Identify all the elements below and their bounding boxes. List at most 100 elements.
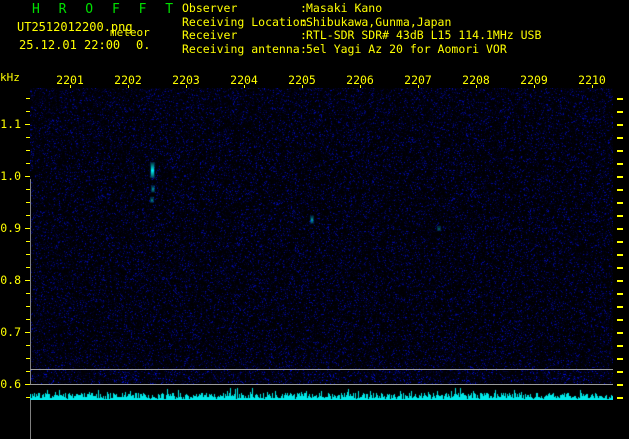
time-tick-label: 2203	[172, 73, 200, 87]
frequency-tick-mark-minor	[26, 150, 30, 152]
frequency-tick-mark-minor	[26, 397, 30, 399]
frequency-tick-mark-minor	[26, 371, 30, 373]
frequency-tick-mark-right	[617, 176, 623, 179]
metadata-key: Receiving Location	[182, 14, 307, 29]
frequency-tick-mark-right	[617, 241, 623, 244]
frequency-tick-mark-minor	[26, 254, 30, 256]
time-tick-label: 2209	[520, 73, 548, 87]
time-tick-label: 2205	[288, 73, 316, 87]
time-tick-mark	[534, 85, 535, 90]
frequency-tick-mark-minor	[26, 319, 30, 321]
metadata-value: Masaki Kano	[306, 1, 383, 15]
header-panel: H R O F F T UT2512012200.png meteor 25.1…	[0, 0, 629, 62]
frequency-tick-mark-right	[617, 306, 623, 309]
frequency-tick-label: 1.1	[0, 117, 21, 132]
time-tick-mark	[244, 85, 245, 90]
time-tick-mark	[70, 85, 71, 90]
time-tick-label: 2201	[56, 73, 84, 87]
frequency-tick-mark-minor	[26, 189, 30, 191]
time-tick-label: 2204	[230, 73, 258, 87]
frequency-tick-mark	[25, 384, 30, 386]
frequency-tick-mark	[25, 280, 30, 282]
frequency-tick-mark-right	[617, 111, 623, 114]
plot-left-axis-line	[30, 179, 31, 439]
frequency-tick-mark-minor	[26, 241, 30, 243]
frequency-tick-mark-minor	[26, 215, 30, 217]
metadata-value: RTL-SDR SDR# 43dB L15 114.1MHz USB	[306, 28, 542, 42]
frequency-tick-label: 0.7	[0, 325, 21, 340]
frequency-tick-mark-minor	[26, 111, 30, 113]
frequency-tick-mark-right	[617, 371, 623, 374]
time-tick-mark	[186, 85, 187, 90]
frequency-tick-mark-right	[617, 202, 623, 205]
spectrogram-canvas	[30, 88, 613, 400]
frequency-tick-mark-right	[617, 345, 623, 348]
metadata-row-receiver: Receiver : RTL-SDR SDR# 43dB L15 114.1MH…	[182, 28, 542, 43]
amplitude-strip	[30, 384, 613, 400]
frequency-tick-mark-minor	[26, 163, 30, 165]
frequency-tick-mark-right	[617, 215, 623, 218]
app-title: H R O F F T	[32, 2, 179, 17]
time-tick-mark	[360, 85, 361, 90]
frequency-tick-mark-right	[617, 137, 623, 140]
time-tick-label: 2207	[404, 73, 432, 87]
frequency-tick-mark-right	[617, 397, 623, 400]
time-tick-mark	[592, 85, 593, 90]
metadata-row-receiving-antenna: Receiving antenna : 5el Yagi Az 20 for A…	[182, 41, 541, 57]
time-tick-label: 2202	[114, 73, 142, 87]
frequency-tick-mark-right	[617, 163, 623, 166]
metadata-separator: :	[300, 41, 307, 56]
frequency-tick-mark	[25, 228, 30, 230]
frequency-tick-mark-minor	[26, 202, 30, 204]
time-tick-label: 2206	[346, 73, 374, 87]
frequency-tick-mark-right	[617, 228, 623, 231]
frequency-tick-mark	[25, 176, 30, 178]
frequency-tick-mark-right	[617, 150, 623, 153]
plot-gridline	[30, 384, 613, 386]
metadata-key: Receiver	[182, 28, 238, 42]
frequency-tick-mark-minor	[26, 137, 30, 139]
frequency-axis: 1.1 1.0 0.9 0.8 0.7 0.6	[0, 88, 30, 400]
metadata-key: Observer	[182, 1, 238, 15]
frequency-axis-unit-label: kHz	[0, 71, 20, 84]
file-name-label: UT2512012200.png	[17, 20, 133, 34]
frequency-tick-mark-right	[617, 319, 623, 322]
frequency-tick-mark-right	[617, 358, 623, 361]
frequency-tick-mark-right	[617, 254, 623, 257]
metadata-row-observer: Observer : Masaki Kano	[182, 1, 541, 16]
frequency-tick-mark-minor	[26, 345, 30, 347]
time-tick-mark	[476, 85, 477, 90]
frequency-tick-mark-right	[617, 267, 623, 270]
observation-datetime-label: 25.12.01 22:00	[19, 38, 121, 52]
file-tag-label: meteor	[110, 26, 150, 39]
metadata-separator: :	[300, 14, 307, 29]
frequency-tick-mark-right	[617, 332, 623, 335]
frequency-tick-mark-right	[617, 189, 623, 192]
amplitude-canvas	[30, 384, 613, 400]
frequency-tick-mark-right	[617, 98, 623, 101]
time-tick-label: 2210	[578, 73, 606, 87]
frequency-tick-label: 0.6	[0, 377, 21, 392]
time-tick-label: 2208	[462, 73, 490, 87]
frequency-tick-mark-minor	[26, 358, 30, 360]
frequency-tick-mark-minor	[26, 293, 30, 295]
frequency-tick-mark-minor	[26, 267, 30, 269]
frequency-tick-mark-minor	[26, 98, 30, 100]
time-axis: kHz 2201 2202 2203 2204 2205 2206 2207 2208 2209…	[0, 62, 629, 90]
spectrogram-panel: kHz 2201 2202 2203 2204 2205 2206 2207 2208 2209…	[0, 62, 629, 439]
echo-count-label: 0.	[136, 38, 151, 52]
frequency-axis-right	[613, 88, 629, 400]
frequency-tick-label: 1.0	[0, 169, 21, 184]
time-tick-mark	[128, 85, 129, 90]
time-tick-mark	[302, 85, 303, 90]
metadata-row-receiving-location: Receiving Location : Shibukawa,Gunma,Jap…	[182, 14, 541, 30]
spectrogram-image	[30, 88, 613, 400]
frequency-tick-mark-right	[617, 384, 623, 387]
frequency-tick-mark-right	[617, 280, 623, 283]
frequency-tick-mark	[25, 124, 30, 126]
metadata-value: Shibukawa,Gunma,Japan	[306, 14, 452, 29]
observation-metadata: Observer : Masaki Kano Receiving Locatio…	[182, 1, 542, 57]
plot-gridline	[30, 368, 613, 370]
frequency-tick-label: 0.9	[0, 221, 21, 236]
